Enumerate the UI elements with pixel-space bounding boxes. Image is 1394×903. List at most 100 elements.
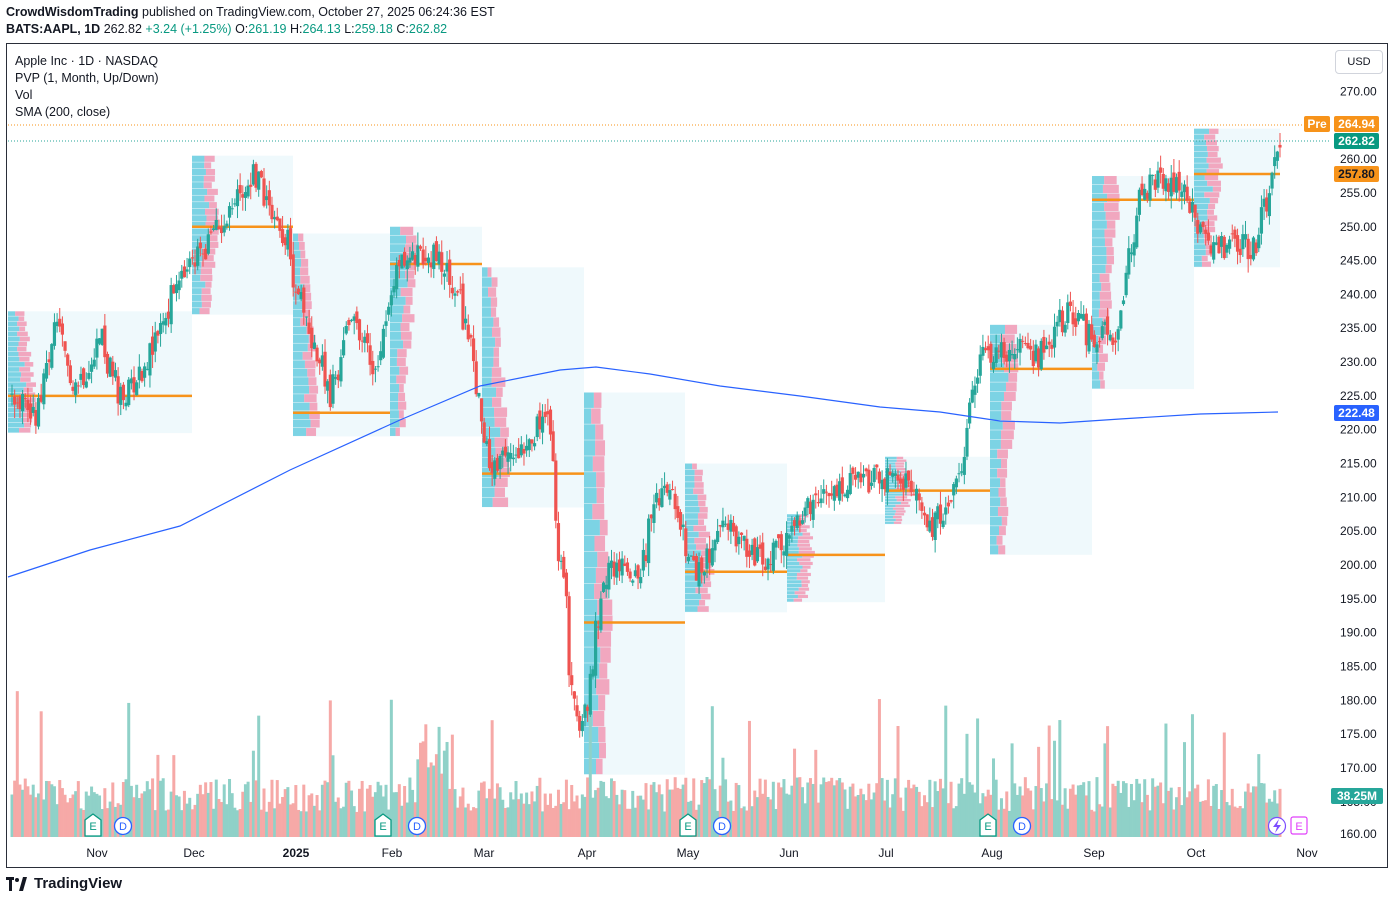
y-tick-label: 185.00: [1340, 659, 1377, 673]
profile-down-bar: [309, 385, 319, 394]
tradingview-brand[interactable]: TradingView: [6, 875, 122, 892]
candle-body: [371, 360, 375, 375]
candle-body: [861, 473, 866, 478]
candle-body: [1201, 222, 1205, 227]
profile-up-bar: [8, 341, 19, 347]
profile-up-bar: [787, 514, 800, 518]
profile-down-bar: [592, 503, 605, 520]
profile-down-bar: [1001, 411, 1012, 421]
volume-bar: [466, 803, 470, 837]
volume-bar: [140, 793, 144, 837]
candle-body: [132, 377, 136, 393]
profile-down-bar: [1001, 516, 1008, 526]
profile-down-bar: [304, 360, 316, 369]
profile-up-bar: [1092, 255, 1107, 265]
candle-body: [18, 396, 22, 410]
profile-up-bar: [787, 536, 799, 540]
profile-up-bar: [1092, 184, 1103, 194]
profile-down-bar: [199, 308, 210, 315]
profile-up-bar: [8, 311, 16, 316]
candle-body: [885, 468, 889, 493]
volume-bar: [1121, 781, 1125, 837]
profile-down-bar: [694, 469, 703, 476]
profile-up-bar: [293, 402, 310, 411]
profile-up-bar: [685, 581, 703, 588]
volume-bar: [1090, 809, 1094, 837]
candle-body: [1105, 316, 1110, 335]
candle-body: [615, 562, 619, 578]
profile-down-bar: [701, 593, 711, 600]
profile-down-bar: [798, 550, 815, 555]
candle-body: [241, 194, 245, 198]
profile-up-bar: [1194, 174, 1205, 181]
author-name[interactable]: CrowdWisdomTrading: [6, 5, 139, 19]
legend-pvp[interactable]: PVP (1, Month, Up/Down): [15, 71, 159, 85]
candle-body: [830, 493, 834, 496]
profile-down-bar: [802, 532, 811, 536]
candle-body: [721, 520, 725, 528]
candle-body: [1058, 309, 1062, 323]
profile-up-bar: [482, 377, 492, 387]
candle-body: [968, 402, 972, 424]
candle-body: [771, 542, 775, 571]
profile-up-bar: [192, 188, 208, 195]
volume-bar: [511, 799, 515, 837]
candle-body: [1108, 334, 1112, 341]
profile-down-bar: [1104, 238, 1113, 247]
symbol-name[interactable]: BATS:AAPL, 1D: [6, 22, 101, 36]
volume-bar: [808, 778, 812, 837]
profile-down-bar: [203, 182, 212, 189]
profile-up-bar: [192, 175, 204, 182]
candle-body: [182, 266, 187, 278]
volume-bar: [1220, 790, 1224, 837]
volume-bar: [98, 795, 102, 837]
volume-bar: [907, 779, 911, 837]
legend-sma[interactable]: SMA (200, close): [15, 105, 111, 119]
volume-bar: [63, 794, 67, 837]
candle-body: [601, 582, 606, 592]
profile-up-bar: [192, 274, 201, 282]
volume-bar: [1230, 788, 1234, 837]
x-axis: Nov Dec 2025 Feb Mar Apr May Jun Jul Aug Sep Oct Nov: [86, 846, 1317, 860]
profile-down-bar: [397, 349, 407, 358]
volume-bar: [750, 806, 754, 837]
legend-title[interactable]: Apple Inc · 1D · NASDAQ: [15, 54, 159, 68]
volume-bar: [15, 691, 19, 837]
profile-up-bar: [584, 440, 596, 456]
profile-up-bar: [482, 267, 488, 277]
candle-body: [424, 257, 428, 262]
candle-body: [700, 557, 704, 573]
legend-vol[interactable]: Vol: [15, 88, 33, 102]
candle-body: [997, 350, 1001, 352]
profile-down-bar: [799, 561, 813, 566]
volume-bar: [1005, 791, 1009, 837]
profile-down-bar: [1104, 229, 1116, 238]
currency-button[interactable]: USD: [1335, 50, 1383, 74]
profile-up-bar: [482, 387, 497, 397]
volume-bar: [26, 786, 30, 837]
profile-up-bar: [8, 362, 25, 367]
candle-body: [803, 507, 807, 516]
candle-body: [474, 361, 478, 395]
profile-up-bar: [1194, 186, 1213, 192]
candle-body: [784, 532, 789, 556]
candle-body: [113, 370, 118, 378]
profile-up-bar: [1092, 353, 1100, 362]
candle-body: [169, 285, 173, 325]
candle-body: [265, 196, 269, 201]
candle-body: [1212, 242, 1216, 260]
candle-body: [506, 452, 510, 462]
candle-body: [543, 411, 547, 418]
volume-bar: [718, 785, 722, 837]
volume-bar: [408, 777, 412, 837]
volume-bar: [554, 805, 558, 837]
volume-bar: [1153, 786, 1157, 837]
profile-down-bar: [699, 556, 712, 563]
candle-body: [217, 226, 221, 229]
profile-up-bar: [885, 484, 901, 488]
profile-down-bar: [304, 301, 312, 310]
candle-body: [705, 548, 709, 569]
profile-up-bar: [192, 288, 202, 295]
candle-body: [806, 498, 810, 508]
